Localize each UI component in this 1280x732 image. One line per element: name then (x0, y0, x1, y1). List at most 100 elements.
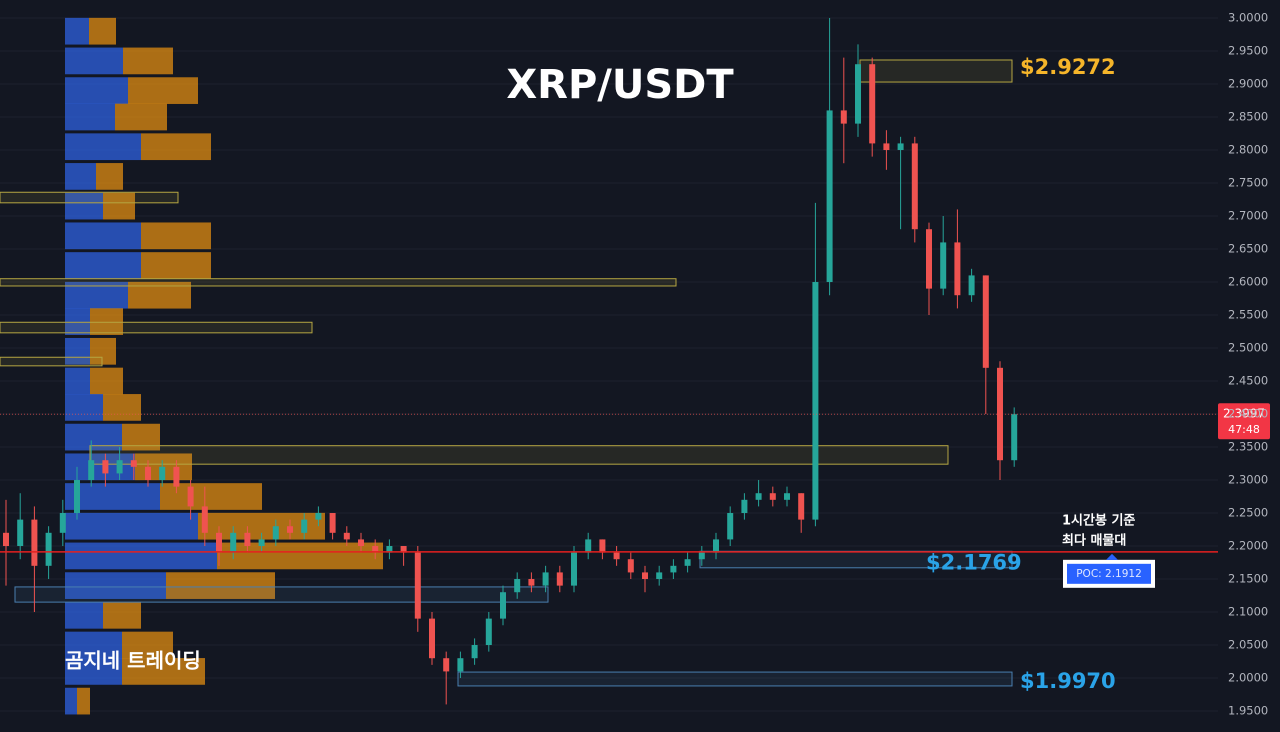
y-tick-label: 3.0000 (1228, 11, 1268, 25)
profile-buy (65, 47, 123, 75)
profile-sell (123, 47, 173, 75)
profile-sell (128, 77, 198, 104)
profile-buy (65, 133, 141, 161)
candle-body (585, 539, 592, 553)
poc-label: POC: 2.1912 (1076, 568, 1142, 580)
candle-body (982, 275, 989, 368)
candle-body (230, 532, 237, 553)
candle-body (414, 552, 421, 619)
candle-body (556, 572, 563, 586)
candle-body (301, 519, 308, 533)
profile-sell (160, 483, 262, 510)
profile-buy (65, 222, 141, 250)
last-price-label: 2.3997 (1223, 407, 1265, 421)
candle-body (897, 143, 904, 151)
profile-sell (77, 687, 90, 715)
candle-body (670, 565, 677, 573)
candle-body (74, 480, 80, 514)
y-tick-label: 2.8500 (1228, 110, 1268, 124)
candle-body (627, 559, 634, 573)
candle-body (769, 493, 776, 500)
candle-body (173, 466, 180, 487)
zone (0, 356, 103, 367)
candle-body (130, 460, 137, 467)
y-tick-label: 2.8000 (1228, 143, 1268, 157)
candle-body (642, 572, 648, 580)
zones (0, 59, 1013, 687)
y-tick-label: 2.5000 (1228, 341, 1268, 355)
profile-sell (122, 658, 205, 685)
candle-body (954, 242, 961, 296)
candle-body (613, 552, 620, 560)
y-tick-label: 2.0000 (1228, 671, 1268, 685)
profile-buy (65, 77, 128, 104)
profile-buy (65, 512, 198, 540)
candle-body (926, 229, 932, 289)
candle-body (216, 532, 222, 553)
level-label: $1.9970 (1020, 669, 1116, 693)
candle-body (940, 242, 947, 289)
y-tick-label: 2.5500 (1228, 308, 1268, 322)
candle-body (187, 486, 194, 507)
y-tick-label: 2.2500 (1228, 506, 1268, 520)
y-tick-label: 2.3500 (1228, 440, 1268, 454)
profile-buy (65, 394, 103, 421)
profile-sell (217, 542, 383, 570)
candle-body (88, 460, 95, 481)
y-tick-label: 2.6000 (1228, 275, 1268, 289)
candle-body (542, 572, 549, 586)
candle-body (713, 539, 719, 553)
candle-body (343, 532, 350, 540)
y-tick-label: 2.0500 (1228, 638, 1268, 652)
y-tick-label: 2.4500 (1228, 374, 1268, 388)
last-price-box (1218, 403, 1270, 440)
y-tick-label: 2.7000 (1228, 209, 1268, 223)
candle-body (869, 64, 876, 144)
y-tick-label: 2.9000 (1228, 77, 1268, 91)
zone (89, 445, 949, 465)
candle-body (457, 658, 464, 672)
candle-body (911, 143, 918, 230)
profile-sell (115, 103, 167, 131)
y-tick-label: 2.2000 (1228, 539, 1268, 553)
profile-sell (90, 337, 116, 365)
candle-body (855, 64, 861, 124)
candle-body (31, 519, 38, 566)
zone (0, 191, 179, 204)
candle-body (386, 546, 393, 553)
candle-body (159, 466, 166, 481)
candle-body (968, 275, 975, 296)
profile-buy (65, 103, 115, 131)
candle-body (329, 513, 336, 533)
candle-body (656, 572, 663, 580)
profile-buy (65, 483, 160, 510)
zone (859, 59, 1013, 83)
candle-body (1011, 414, 1018, 461)
profile-sell (103, 601, 141, 629)
candle-body (840, 110, 847, 124)
candle-body (358, 539, 364, 547)
profile-buy (65, 687, 77, 715)
profile-sell (141, 222, 211, 250)
profile-buy (65, 572, 166, 599)
profile-sell (122, 631, 173, 659)
profile-buy (65, 631, 122, 659)
zone (0, 278, 677, 287)
candle-body (17, 519, 24, 547)
countdown: 47:48 (1228, 423, 1260, 436)
y-tick-label: 2.4000 (1228, 407, 1268, 421)
candle-body (201, 506, 208, 533)
zone (14, 586, 549, 603)
candle-body (798, 493, 805, 520)
candle-body (471, 645, 478, 659)
profile-buy (65, 308, 90, 335)
candle-body (45, 532, 52, 566)
profile-sell (96, 163, 123, 190)
candle-body (102, 460, 109, 474)
profile-buy (65, 252, 141, 279)
candle-body (443, 658, 450, 672)
candle-body (145, 466, 151, 481)
candle-body (727, 513, 734, 540)
candle-body (784, 493, 790, 500)
candle-body (883, 143, 890, 151)
